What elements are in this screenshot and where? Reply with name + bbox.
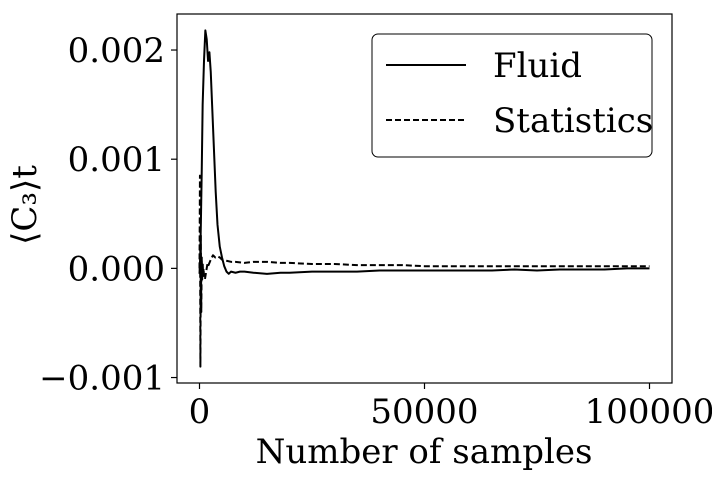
y-tick-label: 0.001 xyxy=(68,140,165,180)
x-tick-label: 50000 xyxy=(370,392,478,432)
x-axis-label: Number of samples xyxy=(256,432,593,472)
series-layer xyxy=(198,29,650,368)
y-axis-label: ⟨C₃⟩t xyxy=(5,165,45,245)
y-tick-label: 0.002 xyxy=(68,31,165,71)
series-line-fluid xyxy=(198,29,650,275)
legend: Fluid Statistics xyxy=(371,33,653,158)
y-tick-label: −0.001 xyxy=(39,359,165,399)
y-axis: −0.001 0.000 0.001 0.002 xyxy=(39,31,177,399)
x-axis: 0 50000 100000 xyxy=(189,383,712,432)
legend-label-statistics: Statistics xyxy=(493,101,653,141)
x-tick-label: 100000 xyxy=(585,392,712,432)
x-tick-label: 0 xyxy=(189,392,211,432)
legend-label-fluid: Fluid xyxy=(493,46,582,86)
y-tick-label: 0.000 xyxy=(68,249,165,289)
series-line-statistics xyxy=(198,174,650,368)
